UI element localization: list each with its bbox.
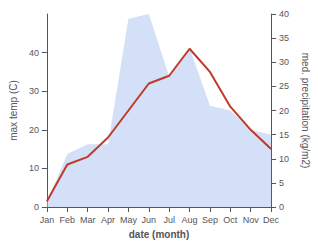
svg-text:date (month): date (month) xyxy=(129,229,190,240)
svg-text:30: 30 xyxy=(29,86,39,96)
svg-text:Feb: Feb xyxy=(60,215,76,225)
svg-text:0: 0 xyxy=(34,202,39,212)
svg-text:10: 10 xyxy=(279,154,289,164)
svg-text:40: 40 xyxy=(29,48,39,58)
svg-text:0: 0 xyxy=(279,202,284,212)
svg-text:20: 20 xyxy=(29,125,39,135)
svg-text:5: 5 xyxy=(279,178,284,188)
svg-text:20: 20 xyxy=(279,106,289,116)
svg-text:15: 15 xyxy=(279,130,289,140)
svg-text:Jun: Jun xyxy=(142,215,157,225)
svg-text:Jul: Jul xyxy=(163,215,175,225)
svg-text:Aug: Aug xyxy=(182,215,198,225)
svg-text:25: 25 xyxy=(279,81,289,91)
svg-text:Dec: Dec xyxy=(263,215,280,225)
svg-text:Oct: Oct xyxy=(223,215,238,225)
svg-text:med. precipitation (kg/m2): med. precipitation (kg/m2) xyxy=(300,53,311,169)
svg-text:max temp (C): max temp (C) xyxy=(8,80,19,141)
svg-text:40: 40 xyxy=(279,9,289,19)
svg-text:Nov: Nov xyxy=(243,215,260,225)
svg-text:30: 30 xyxy=(279,57,289,67)
svg-text:Apr: Apr xyxy=(101,215,115,225)
svg-text:Mar: Mar xyxy=(80,215,96,225)
svg-text:10: 10 xyxy=(29,163,39,173)
svg-text:35: 35 xyxy=(279,33,289,43)
svg-text:Sep: Sep xyxy=(202,215,218,225)
svg-text:May: May xyxy=(120,215,138,225)
svg-text:Jan: Jan xyxy=(40,215,55,225)
